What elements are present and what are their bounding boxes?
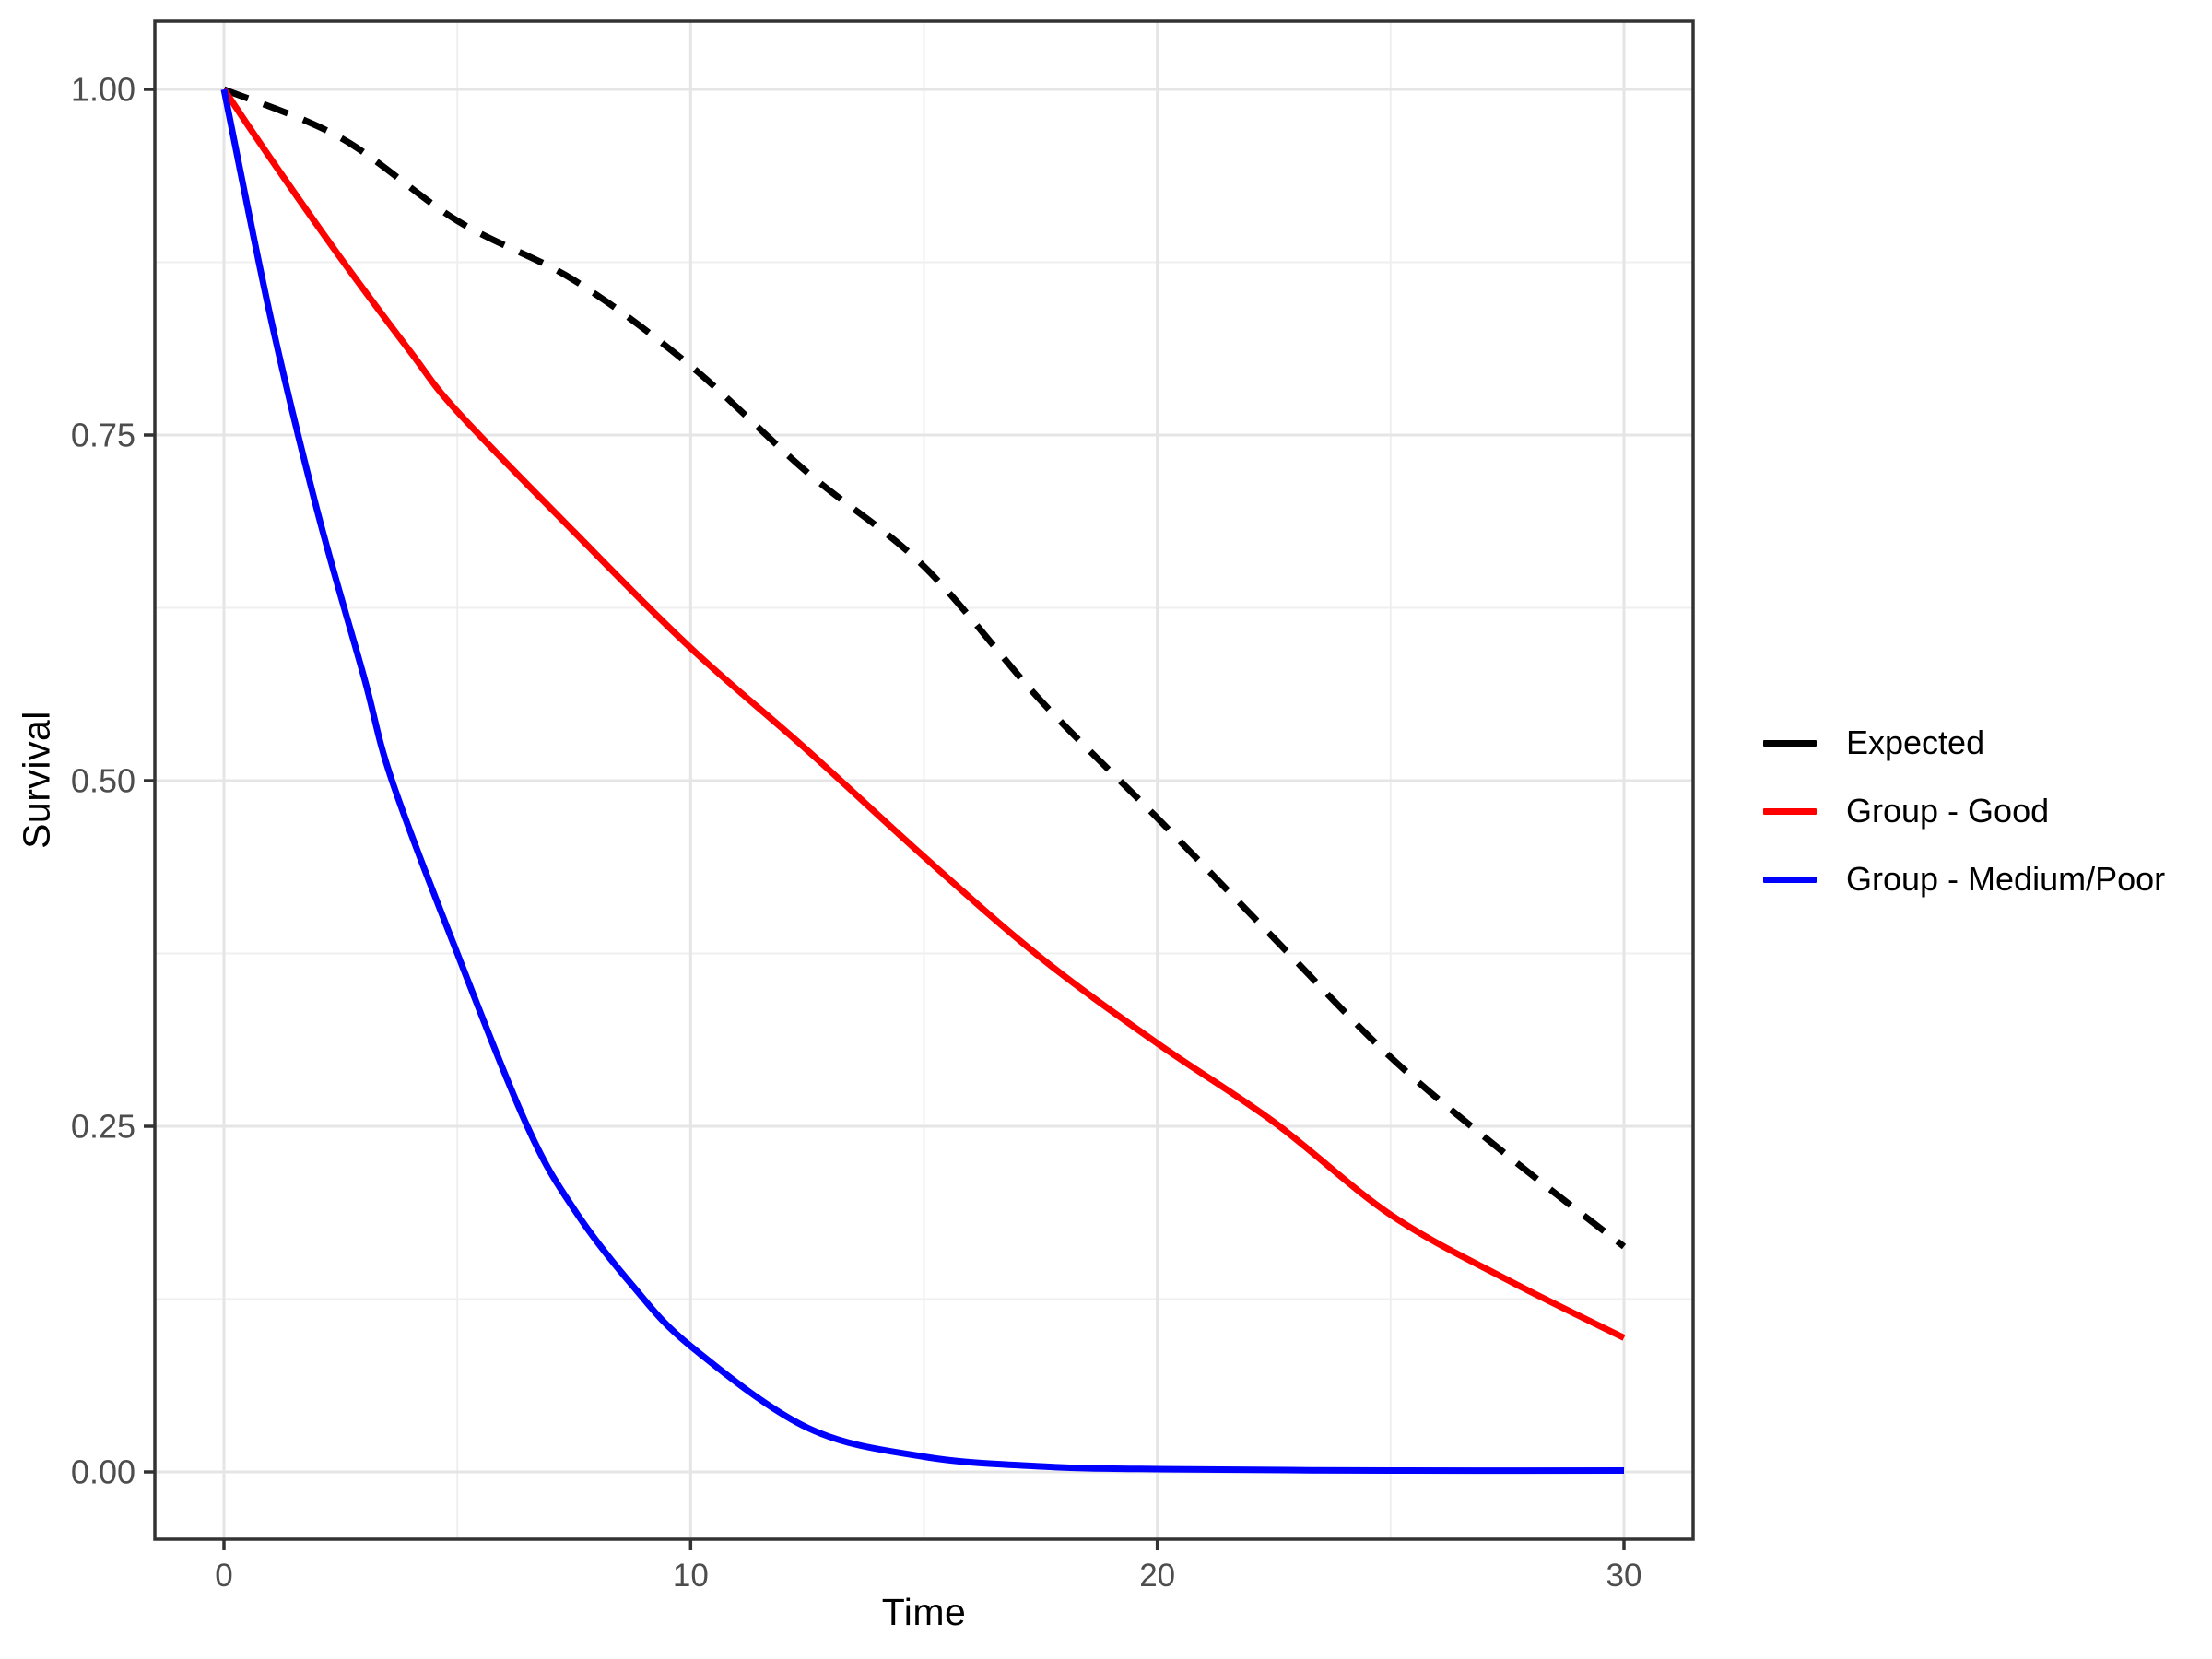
expected-curve: [222, 86, 1627, 1250]
y-tick-label: 0.75: [71, 417, 135, 454]
x-tick-label: 30: [1606, 1558, 1642, 1594]
legend: Expected Group - Good Group - Medium/Poo…: [1763, 709, 2165, 913]
legend-label-group-medium-poor: Group - Medium/Poor: [1846, 860, 2166, 898]
legend-key-line-group-medium-poor: [1763, 876, 1817, 883]
x-tick-label: 10: [673, 1558, 709, 1594]
group-medium-poor-curve: [220, 88, 1625, 1475]
legend-key-line-group-good: [1763, 807, 1817, 815]
legend-label-expected: Expected: [1846, 724, 1985, 761]
y-axis-title: Survival: [15, 711, 58, 849]
y-tick-label: 1.00: [71, 71, 135, 109]
legend-item-group-medium-poor: Group - Medium/Poor: [1763, 845, 2165, 913]
x-axis-title: Time: [881, 1591, 967, 1633]
y-tick-label: 0.00: [71, 1453, 135, 1491]
legend-label-group-good: Group - Good: [1846, 792, 2050, 830]
legend-item-expected: Expected: [1763, 709, 2165, 777]
x-tick-label: 0: [215, 1558, 232, 1594]
x-tick-label: 20: [1139, 1558, 1175, 1594]
legend-key-line-expected: [1763, 739, 1817, 747]
y-tick-label: 0.25: [71, 1108, 135, 1146]
y-tick-label: 0.50: [71, 762, 135, 800]
legend-item-group-good: Group - Good: [1763, 777, 2165, 845]
group-good-curve: [221, 88, 1626, 1341]
